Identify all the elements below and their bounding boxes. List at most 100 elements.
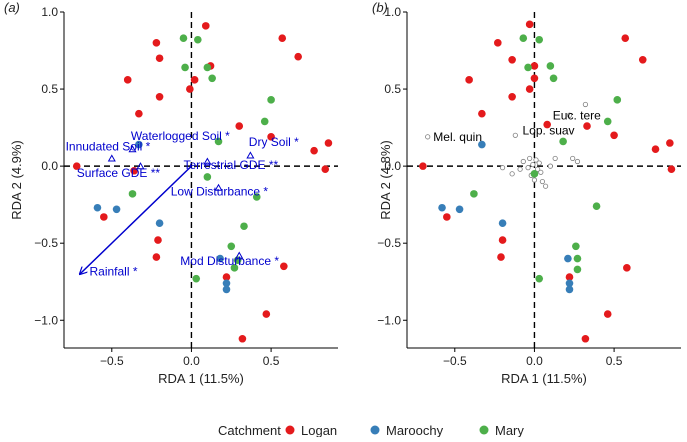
legend-title: Catchment bbox=[218, 423, 281, 437]
site-point-mary bbox=[194, 35, 202, 44]
x-tick-label: 0.0 bbox=[526, 354, 543, 368]
y-axis-title: RDA 2 (4.8%) bbox=[378, 140, 393, 219]
y-tick-label: 0.0 bbox=[41, 159, 58, 173]
site-point-logan bbox=[201, 22, 210, 30]
site-point-logan bbox=[321, 165, 330, 174]
site-point-logan bbox=[155, 92, 164, 101]
site-point-logan bbox=[419, 162, 427, 170]
site-point-logan bbox=[525, 20, 534, 29]
x-tick-label: −0.5 bbox=[100, 354, 124, 368]
species-point bbox=[538, 169, 544, 175]
species-point bbox=[542, 183, 549, 189]
site-point-maroochy bbox=[222, 279, 231, 288]
y-tick-label: 0.0 bbox=[384, 159, 401, 173]
species-point bbox=[530, 161, 536, 168]
site-point-maroochy bbox=[438, 203, 446, 212]
site-point-maroochy bbox=[565, 279, 574, 288]
species-point bbox=[536, 160, 542, 166]
site-point-logan bbox=[543, 120, 551, 129]
panel-label: (a) bbox=[4, 0, 20, 15]
site-point-logan bbox=[497, 253, 505, 261]
species-label: Euc. tere bbox=[553, 108, 601, 122]
site-point-mary bbox=[549, 74, 558, 83]
x-tick-label: 0.5 bbox=[263, 354, 280, 368]
vector-label: Mod Disturbance * bbox=[180, 254, 279, 268]
species-point bbox=[582, 101, 589, 108]
species-point bbox=[552, 155, 558, 162]
site-point-mary bbox=[179, 34, 188, 43]
site-point-maroochy bbox=[222, 285, 231, 294]
species-point bbox=[512, 132, 518, 138]
site-point-maroochy bbox=[135, 140, 143, 149]
site-point-logan bbox=[190, 76, 199, 84]
species-point bbox=[527, 155, 533, 162]
site-point-logan bbox=[324, 139, 333, 147]
y-tick-label: 1.0 bbox=[384, 5, 401, 19]
y-tick-label: 0.5 bbox=[384, 82, 401, 96]
species-point bbox=[566, 112, 573, 118]
species-point bbox=[499, 165, 506, 171]
site-point-logan bbox=[155, 54, 164, 63]
site-point-logan bbox=[267, 133, 275, 141]
site-point-mary bbox=[192, 274, 201, 283]
site-point-mary bbox=[128, 190, 137, 198]
site-point-mary bbox=[572, 242, 580, 251]
x-axis-title: RDA 1 (11.5%) bbox=[158, 371, 244, 386]
x-tick-label: 0.0 bbox=[183, 354, 200, 368]
site-point-logan bbox=[581, 334, 590, 343]
y-tick-label: −1.0 bbox=[34, 313, 58, 327]
y-tick-label: −0.5 bbox=[377, 236, 401, 250]
species-point bbox=[509, 171, 515, 177]
site-point-logan bbox=[152, 39, 161, 47]
site-point-logan bbox=[152, 253, 161, 261]
site-point-logan bbox=[530, 62, 539, 70]
vector-label: Surface GDE ** bbox=[77, 166, 161, 180]
site-point-mary bbox=[592, 202, 601, 211]
site-point-logan bbox=[666, 139, 674, 147]
vector-triangle bbox=[203, 157, 212, 165]
species-point bbox=[547, 163, 553, 169]
species-point bbox=[539, 178, 546, 185]
site-point-logan bbox=[583, 122, 591, 130]
site-point-logan bbox=[154, 236, 162, 244]
species-point bbox=[531, 177, 538, 183]
site-point-logan bbox=[508, 92, 516, 101]
x-tick-label: 0.5 bbox=[606, 354, 623, 368]
site-point-mary bbox=[470, 190, 478, 198]
site-point-logan bbox=[280, 262, 288, 271]
site-point-logan bbox=[638, 55, 647, 64]
site-point-logan bbox=[651, 145, 660, 153]
site-point-maroochy bbox=[498, 219, 507, 227]
vector-triangle bbox=[128, 145, 137, 153]
site-point-mary bbox=[613, 96, 622, 104]
y-tick-label: −1.0 bbox=[377, 313, 401, 327]
vector-label: Low Disturbance * bbox=[171, 184, 269, 198]
legend-swatch-maroochy bbox=[370, 425, 380, 435]
y-tick-label: 1.0 bbox=[41, 5, 58, 19]
site-point-logan bbox=[443, 213, 451, 221]
site-point-mary bbox=[524, 63, 532, 72]
site-point-logan bbox=[238, 334, 247, 343]
site-point-logan bbox=[262, 310, 271, 318]
site-point-logan bbox=[565, 273, 574, 281]
vector-triangle bbox=[107, 154, 116, 162]
site-point-logan bbox=[235, 122, 244, 130]
site-point-maroochy bbox=[455, 205, 464, 214]
species-point bbox=[570, 155, 576, 162]
site-point-mary bbox=[535, 35, 544, 44]
species-point bbox=[425, 134, 431, 140]
site-point-mary bbox=[260, 117, 269, 126]
species-point bbox=[535, 166, 541, 172]
vector-label: Waterlogged Soil * bbox=[131, 129, 230, 143]
site-point-maroochy bbox=[112, 205, 121, 214]
site-point-maroochy bbox=[478, 140, 486, 149]
site-point-logan bbox=[186, 85, 194, 93]
site-point-logan bbox=[123, 76, 132, 84]
vector-arrow bbox=[80, 165, 192, 274]
x-tick-label: −0.5 bbox=[443, 354, 467, 368]
site-point-logan bbox=[525, 85, 534, 93]
legend-label-logan: Logan bbox=[301, 423, 337, 437]
site-point-mary bbox=[519, 34, 528, 43]
panel-b: −0.5 0.0 0.5 −1.0 −0.5 0.0 0.5 1.0 RDA 1 (11.5%)… bbox=[372, 0, 681, 386]
